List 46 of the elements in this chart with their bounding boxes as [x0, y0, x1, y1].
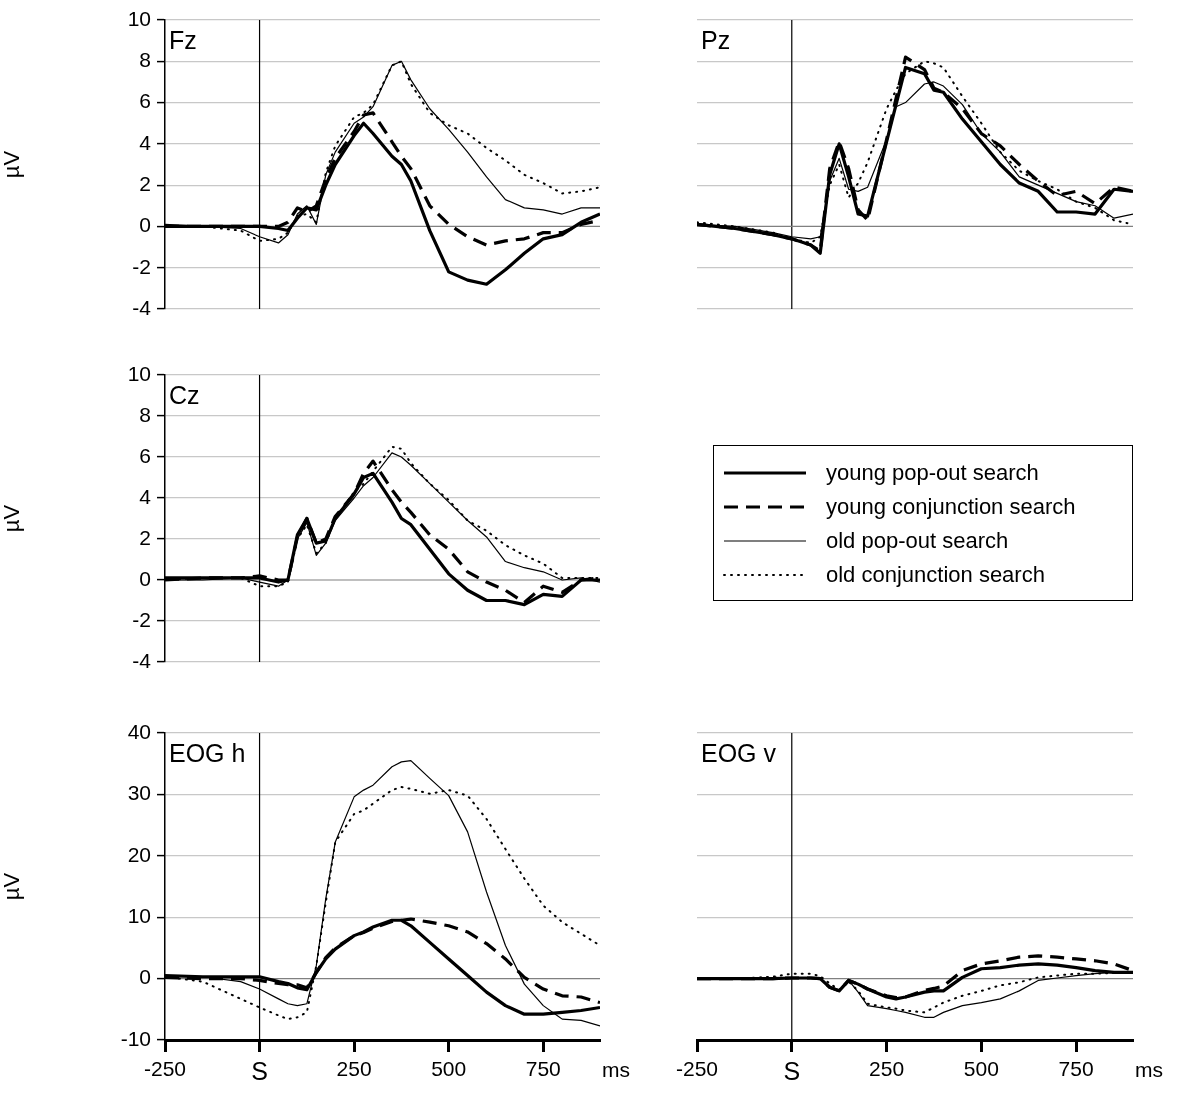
y-axis-title: µV — [0, 504, 25, 533]
y-tick-label: 8 — [139, 48, 151, 72]
chart-title: Pz — [701, 25, 731, 54]
y-tick-label: -4 — [132, 295, 152, 319]
chart-title: EOG h — [169, 738, 246, 767]
y-axis-title: µV — [0, 872, 25, 901]
y-tick-label: 30 — [127, 781, 151, 805]
y-tick-label: 4 — [139, 484, 152, 508]
y-tick-label: 4 — [139, 130, 152, 154]
x-axis-title: ms — [1135, 1057, 1163, 1081]
y-tick-label: 0 — [139, 566, 151, 590]
x-tick-label: 500 — [431, 1057, 467, 1081]
y-tick-label: 8 — [139, 402, 151, 426]
y-tick-label: 0 — [139, 213, 151, 237]
y-tick-label: 10 — [127, 6, 151, 30]
x-tick-label: 500 — [963, 1057, 999, 1081]
y-tick-label: 2 — [139, 525, 151, 549]
y-tick-label: 6 — [139, 89, 151, 113]
x-tick-label: 250 — [336, 1057, 372, 1081]
y-tick-label: 20 — [127, 842, 151, 866]
x-tick-label: 750 — [525, 1057, 561, 1081]
y-tick-label: 10 — [127, 904, 151, 927]
y-tick-label: -2 — [132, 254, 151, 278]
y-tick-label: 6 — [139, 443, 151, 467]
legend-label: old pop-out search — [826, 528, 1009, 554]
y-tick-label: 2 — [139, 171, 151, 195]
legend-label: young conjunction search — [826, 494, 1076, 520]
legend-label: old conjunction search — [826, 562, 1045, 588]
chart-title: Fz — [169, 25, 197, 54]
x-tick-label: 750 — [1058, 1057, 1094, 1081]
x-axis-title: ms — [602, 1057, 630, 1081]
y-tick-label: -10 — [120, 1026, 151, 1050]
chart-title: EOG v — [701, 738, 777, 767]
x-tick-label: 250 — [869, 1057, 905, 1081]
y-tick-label: -4 — [132, 648, 152, 672]
x-tick-label: -250 — [143, 1057, 187, 1081]
x-tick-label: S — [783, 1056, 801, 1085]
y-tick-label: 0 — [139, 965, 151, 989]
x-tick-label: -250 — [675, 1057, 719, 1081]
chart-title: Cz — [169, 380, 200, 409]
y-axis-title: µV — [0, 150, 25, 179]
legend-label: young pop-out search — [826, 460, 1039, 486]
x-tick-label: S — [251, 1056, 268, 1085]
y-tick-label: 40 — [127, 719, 151, 743]
y-tick-label: 10 — [127, 361, 151, 385]
y-tick-label: -2 — [132, 607, 151, 631]
